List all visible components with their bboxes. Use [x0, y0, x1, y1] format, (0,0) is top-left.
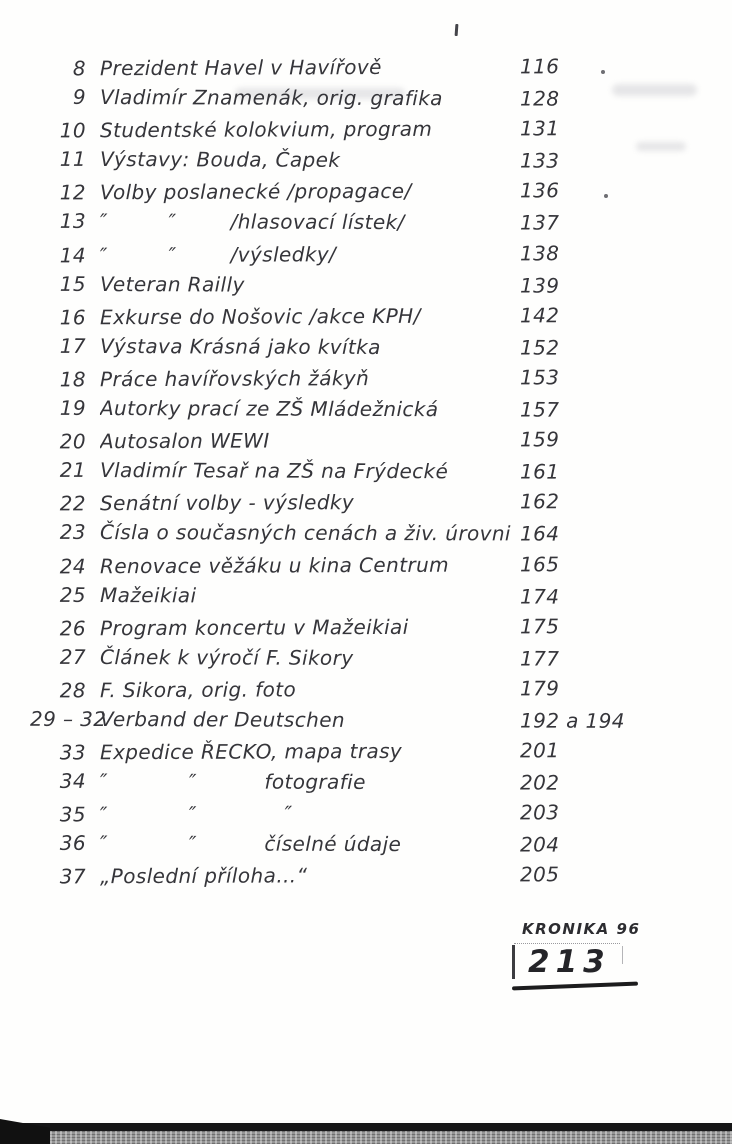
entry-number: 27 — [59, 644, 87, 669]
entry-number: 35 — [59, 802, 87, 827]
toc-entry: 25 Mažeikiai 174 — [30, 579, 732, 613]
entry-page: 137 — [519, 210, 560, 236]
stamp-label: KRONIKA 96 — [522, 920, 641, 938]
toc-entry: 20 Autosalon WEWI 159 — [30, 424, 732, 458]
entry-page: 133 — [519, 148, 560, 173]
entry-number: 26 — [59, 615, 87, 641]
entry-number: 19 — [59, 395, 87, 421]
entry-number: 16 — [59, 305, 87, 330]
toc-entry: 23 Čísla o současných cenách a živ. úrov… — [30, 517, 732, 551]
entry-number: 24 — [59, 553, 87, 578]
entry-page: 157 — [519, 397, 560, 422]
toc-entry: 8 Prezident Havel v Havířově 116 — [30, 50, 732, 84]
stamp-box — [514, 943, 620, 984]
toc-entry: 14 ″ ″ /výsledky/ 138 — [30, 237, 732, 271]
toc-entry: 13 ″ ″ /hlasovací lístek/ 137 — [30, 206, 732, 240]
entry-number: 17 — [59, 333, 87, 358]
entry-page: 139 — [519, 273, 560, 298]
entry-page: 116 — [519, 54, 560, 79]
toc-entry: 37 „Poslední příloha…“ 205 — [30, 859, 732, 893]
toc-entry: 24 Renovace věžáku u kina Centrum 165 — [30, 548, 732, 582]
toc-entry: 22 Senátní volby - výsledky 162 — [30, 486, 732, 520]
toc-entry: 15 Veteran Railly 139 — [30, 268, 732, 302]
entry-page: 201 — [519, 738, 560, 763]
bleed-through-smudge — [235, 88, 405, 99]
toc-entry: 12 Volby poslanecké /propagace/ 136 — [30, 175, 732, 209]
entry-number: 12 — [59, 180, 87, 205]
toc-entry: 35 ″ ″ ″ 203 — [30, 797, 732, 831]
entry-page: 161 — [519, 459, 560, 484]
entry-number: 36 — [59, 831, 87, 856]
entry-page: 131 — [519, 116, 560, 141]
entry-number: 18 — [59, 367, 87, 392]
entry-page: 205 — [519, 862, 560, 887]
toc-entry: 11 Výstavy: Bouda, Čapek 133 — [30, 144, 732, 178]
entry-page: 162 — [519, 489, 560, 514]
entry-number: 11 — [59, 147, 87, 172]
toc-entry: 36 ″ ″ číselné údaje 204 — [30, 828, 732, 862]
stamp-box-left-edge — [512, 945, 515, 979]
entry-number: 33 — [59, 740, 87, 765]
entry-page: 153 — [519, 365, 560, 390]
stamp-number: 213 — [528, 944, 611, 980]
toc-entry: 18 Práce havířovských žákyň 153 — [30, 361, 732, 395]
entry-page: 159 — [519, 427, 560, 452]
stray-ink-dot — [604, 194, 608, 198]
entry-page: 175 — [519, 613, 560, 639]
entry-page: 204 — [519, 832, 560, 857]
entry-number: 22 — [59, 491, 87, 516]
toc-entry: 10 Studentské kolokvium, program 131 — [30, 113, 732, 147]
entry-page: 179 — [519, 676, 560, 701]
entry-number: 25 — [59, 582, 87, 607]
entry-page: 192 a 194 — [519, 708, 625, 733]
entry-page: 165 — [519, 551, 560, 576]
entry-page: 174 — [519, 584, 560, 609]
entry-page: 128 — [519, 86, 560, 111]
entry-page: 142 — [519, 302, 560, 328]
entry-number: 15 — [59, 271, 87, 296]
stamp-box-right-edge — [622, 946, 623, 964]
entry-number: 29 – 32 — [29, 706, 107, 732]
entry-number: 21 — [59, 458, 87, 483]
scan-bottom-edge-line — [0, 1123, 732, 1132]
entry-number: 8 — [72, 56, 87, 81]
chronicle-stamp: KRONIKA 96 213 — [511, 920, 662, 1000]
entry-page: 152 — [519, 335, 560, 360]
stray-ink-dot — [601, 70, 605, 74]
entry-number: 9 — [72, 85, 87, 110]
entry-page: 202 — [519, 770, 560, 795]
entry-number: 34 — [59, 769, 87, 794]
toc-entry: 21 Vladimír Tesař na ZŠ na Frýdecké 161 — [30, 455, 732, 489]
entry-page: 138 — [519, 240, 560, 265]
bleed-through-smudge — [612, 84, 697, 96]
toc-entry: 9 Vladimír Znamenák, orig. grafika 128 — [30, 82, 732, 116]
toc-entry: 17 Výstava Krásná jako kvítka 152 — [30, 331, 732, 365]
entry-page: 164 — [519, 521, 560, 547]
toc-entry: 28 F. Sikora, orig. foto 179 — [30, 672, 732, 706]
toc-entry: 27 Článek k výročí F. Sikory 177 — [30, 642, 732, 676]
entry-number: 14 — [59, 242, 87, 267]
toc-entry: 16 Exkurse do Nošovic /akce KPH/ 142 — [30, 299, 732, 333]
toc-list: 8 Prezident Havel v Havířově 116 9 Vladi… — [30, 52, 732, 892]
entry-number: 10 — [59, 118, 87, 143]
bleed-through-smudge — [636, 142, 686, 151]
entry-page: 203 — [519, 800, 560, 825]
entry-page: 136 — [519, 178, 560, 203]
toc-entry: 29 – 32 Verband der Deutschen 192 a 194 — [30, 704, 732, 738]
entry-number: 23 — [59, 520, 87, 545]
entry-page: 177 — [519, 646, 560, 671]
toc-entry: 34 ″ ″ fotografie 202 — [30, 766, 732, 800]
entry-number: 20 — [59, 429, 87, 454]
entry-number: 13 — [59, 209, 87, 234]
toc-entry: 19 Autorky prací ze ZŠ Mládežnická 157 — [30, 393, 732, 427]
book-cover-fabric-texture — [0, 1131, 732, 1144]
toc-entry: 33 Expedice ŘECKO, mapa trasy 201 — [30, 735, 732, 769]
entry-number: 37 — [59, 864, 87, 889]
toc-entry: 26 Program koncertu v Mažeikiai 175 — [30, 610, 732, 644]
entry-number: 28 — [59, 678, 87, 703]
